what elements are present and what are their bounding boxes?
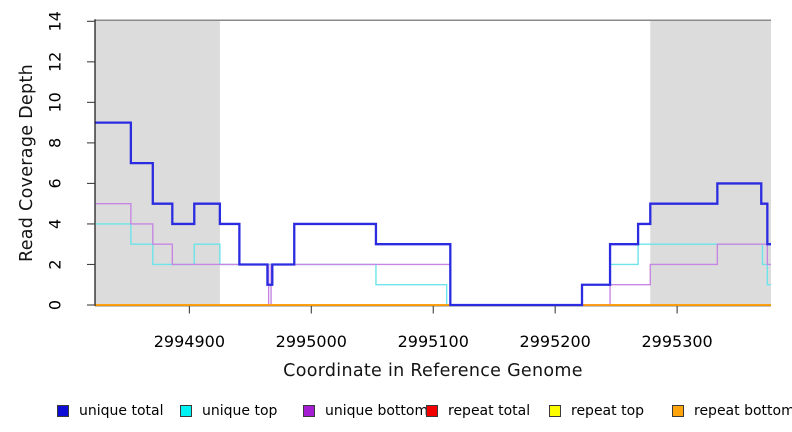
series-unique-top [95,223,771,306]
legend-swatch-repeat-total [426,405,438,417]
x-tick-label: 2995200 [520,332,591,351]
repeat-region-band [95,21,220,306]
y-tick-label: 10 [45,92,64,112]
legend-swatch-unique-top [180,405,192,417]
legend-swatch-repeat-top [549,405,561,417]
y-tick-label: 12 [45,52,64,72]
legend-label: unique bottom [325,403,429,419]
y-tick-label: 14 [45,11,64,31]
legend-swatch-repeat-bottom [672,405,684,417]
legend-swatch-unique-bottom [303,405,315,417]
legend-swatch-unique-total [57,405,69,417]
y-axis-title: Read Coverage Depth [17,64,37,262]
series-unique-total [95,121,771,307]
x-tick-label: 2995100 [398,332,469,351]
legend-item-repeat-total: repeat total [426,401,530,421]
x-tick-label: 2994900 [154,332,225,351]
legend: unique total unique top unique bottom repea… [0,401,792,423]
x-axis-title: Coordinate in Reference Genome [283,361,583,381]
y-tick-label: 2 [45,259,64,269]
legend-label: repeat total [448,403,531,419]
legend-item-repeat-top: repeat top [549,401,644,421]
legend-label: repeat bottom [694,403,792,419]
repeat-region-band [650,21,771,306]
legend-label: unique top [202,403,278,419]
legend-item-repeat-bottom: repeat bottom [672,401,792,421]
y-tick-label: 6 [45,178,64,188]
x-tick-label: 2995000 [276,332,347,351]
legend-item-unique-total: unique total [57,401,163,421]
legend-item-unique-top: unique top [180,401,277,421]
series-unique-bottom [95,202,771,306]
legend-item-unique-bottom: unique bottom [303,401,428,421]
y-tick-label: 8 [45,138,64,148]
legend-label: repeat top [571,403,645,419]
legend-label: unique total [79,403,164,419]
y-tick-label: 0 [45,300,64,310]
x-tick-label: 2995300 [641,332,712,351]
y-tick-label: 4 [45,219,64,229]
